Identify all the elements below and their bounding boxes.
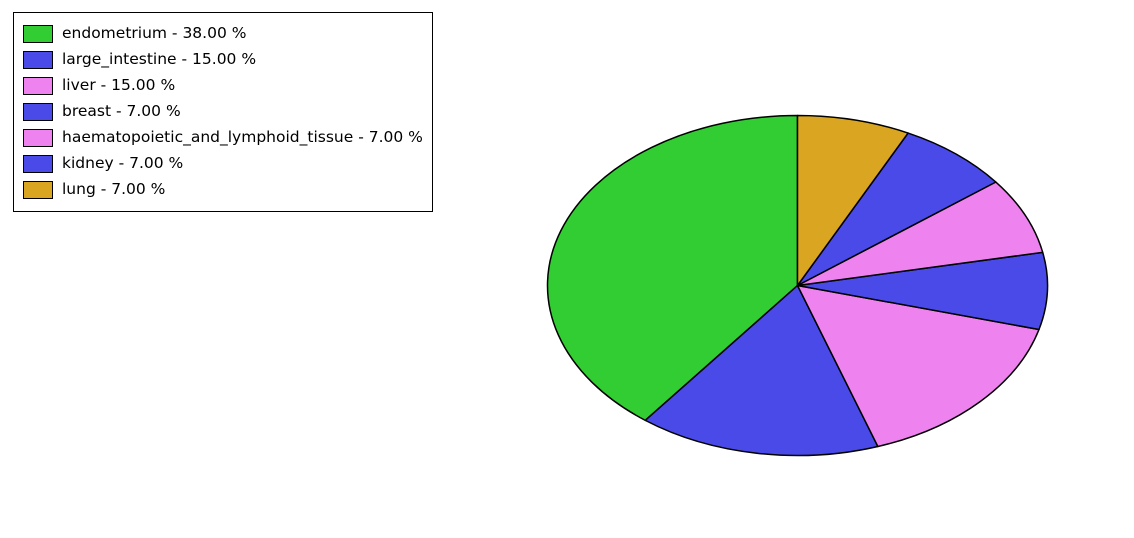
- legend-swatch: [23, 129, 53, 147]
- legend-item: endometrium - 38.00 %: [23, 21, 423, 47]
- legend-item: lung - 7.00 %: [23, 177, 423, 203]
- legend-label: haematopoietic_and_lymphoid_tissue - 7.0…: [62, 130, 423, 146]
- legend-label: kidney - 7.00 %: [62, 156, 183, 172]
- legend-swatch: [23, 155, 53, 173]
- legend-swatch: [23, 103, 53, 121]
- legend-item: breast - 7.00 %: [23, 99, 423, 125]
- legend-label: breast - 7.00 %: [62, 104, 181, 120]
- legend-box: endometrium - 38.00 % large_intestine - 1…: [13, 12, 433, 212]
- legend-item: large_intestine - 15.00 %: [23, 47, 423, 73]
- legend-label: liver - 15.00 %: [62, 78, 175, 94]
- pie-chart: [546, 114, 1049, 457]
- legend-swatch: [23, 51, 53, 69]
- legend-swatch: [23, 77, 53, 95]
- legend-swatch: [23, 181, 53, 199]
- legend-item: liver - 15.00 %: [23, 73, 423, 99]
- legend-label: large_intestine - 15.00 %: [62, 52, 256, 68]
- legend-label: lung - 7.00 %: [62, 182, 165, 198]
- legend-item: kidney - 7.00 %: [23, 151, 423, 177]
- legend-item: haematopoietic_and_lymphoid_tissue - 7.0…: [23, 125, 423, 151]
- legend-label: endometrium - 38.00 %: [62, 26, 246, 42]
- legend-swatch: [23, 25, 53, 43]
